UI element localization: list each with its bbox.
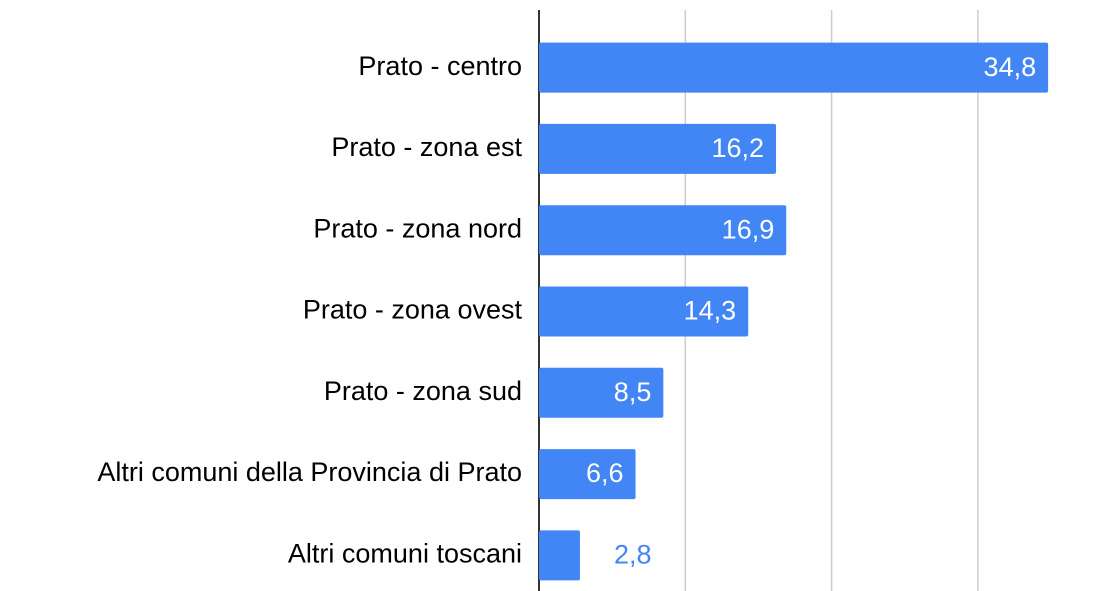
bar — [539, 286, 749, 337]
y-tick-label: Altri comuni della Provincia di Prato — [97, 457, 522, 487]
bar — [539, 123, 777, 174]
bar — [539, 42, 1049, 93]
y-tick-label: Prato - zona sud — [324, 376, 522, 406]
bar — [539, 449, 636, 500]
data-label: 14,3 — [684, 296, 737, 326]
data-label: 16,9 — [722, 214, 775, 244]
y-tick-label: Prato - zona nord — [313, 213, 522, 243]
data-label: 2,8 — [614, 539, 652, 569]
bar — [539, 205, 787, 256]
data-label: 8,5 — [614, 377, 652, 407]
bar — [539, 367, 664, 418]
y-tick-label: Prato - centro — [358, 51, 522, 81]
y-tick-label: Prato - zona est — [331, 132, 522, 162]
data-label: 34,8 — [984, 52, 1037, 82]
data-label: 6,6 — [586, 458, 624, 488]
bar — [539, 530, 580, 581]
y-tick-label: Prato - zona ovest — [303, 295, 523, 325]
y-tick-label: Altri comuni toscani — [288, 538, 522, 568]
data-label: 16,2 — [711, 133, 764, 163]
